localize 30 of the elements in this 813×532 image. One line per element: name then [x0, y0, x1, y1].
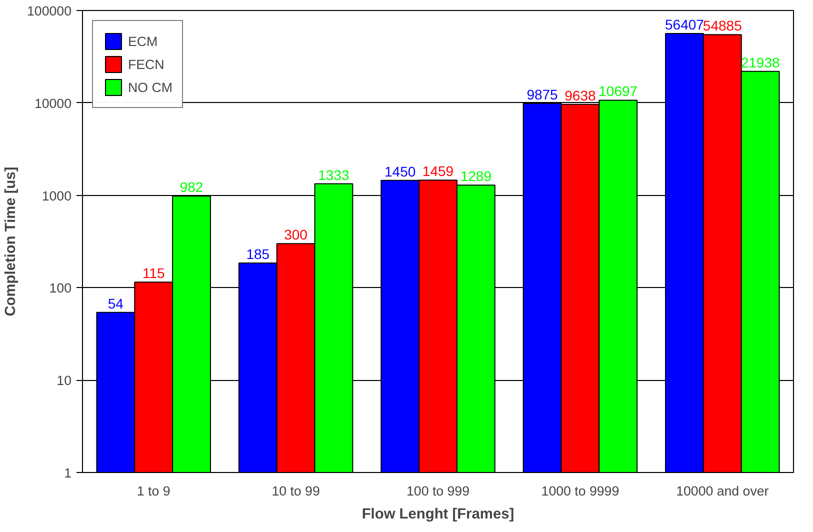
data-label: 115 — [142, 265, 165, 282]
y-tick-label: 100000 — [27, 4, 72, 18]
data-label: 1333 — [318, 166, 350, 183]
x-tick-label: 1000 to 9999 — [541, 484, 620, 498]
legend-label: FECN — [128, 56, 164, 72]
data-label: 9875 — [526, 86, 558, 102]
data-label: 1289 — [460, 168, 492, 184]
y-axis-title: Completion Time [us] — [3, 166, 20, 316]
data-label: 54885 — [702, 18, 742, 34]
data-label: 54 — [108, 295, 124, 312]
data-label: 1459 — [422, 163, 454, 180]
data-label: 185 — [246, 246, 270, 262]
x-axis-title: Flow Lenght [Frames] — [362, 506, 514, 522]
y-tick-label: 10000 — [34, 96, 72, 111]
x-tick-label: 1 to 9 — [136, 484, 170, 498]
y-tick-label: 10 — [56, 373, 72, 388]
legend-label: NO CM — [128, 80, 172, 94]
y-tick-label: 1000 — [42, 188, 72, 204]
x-tick-label: 10000 and over — [676, 484, 770, 498]
data-label: 982 — [180, 179, 204, 196]
x-tick-label: 10 to 99 — [272, 484, 320, 498]
legend-label: ECM — [128, 34, 158, 48]
data-label: 1450 — [384, 163, 416, 180]
data-label: 9638 — [564, 87, 596, 104]
data-label: 10697 — [598, 83, 638, 100]
y-tick-label: 1 — [64, 466, 72, 480]
data-label: 300 — [284, 226, 308, 243]
data-label: 56407 — [665, 16, 704, 32]
y-tick-label: 100 — [49, 280, 72, 296]
x-tick-label: 100 to 999 — [406, 484, 470, 498]
